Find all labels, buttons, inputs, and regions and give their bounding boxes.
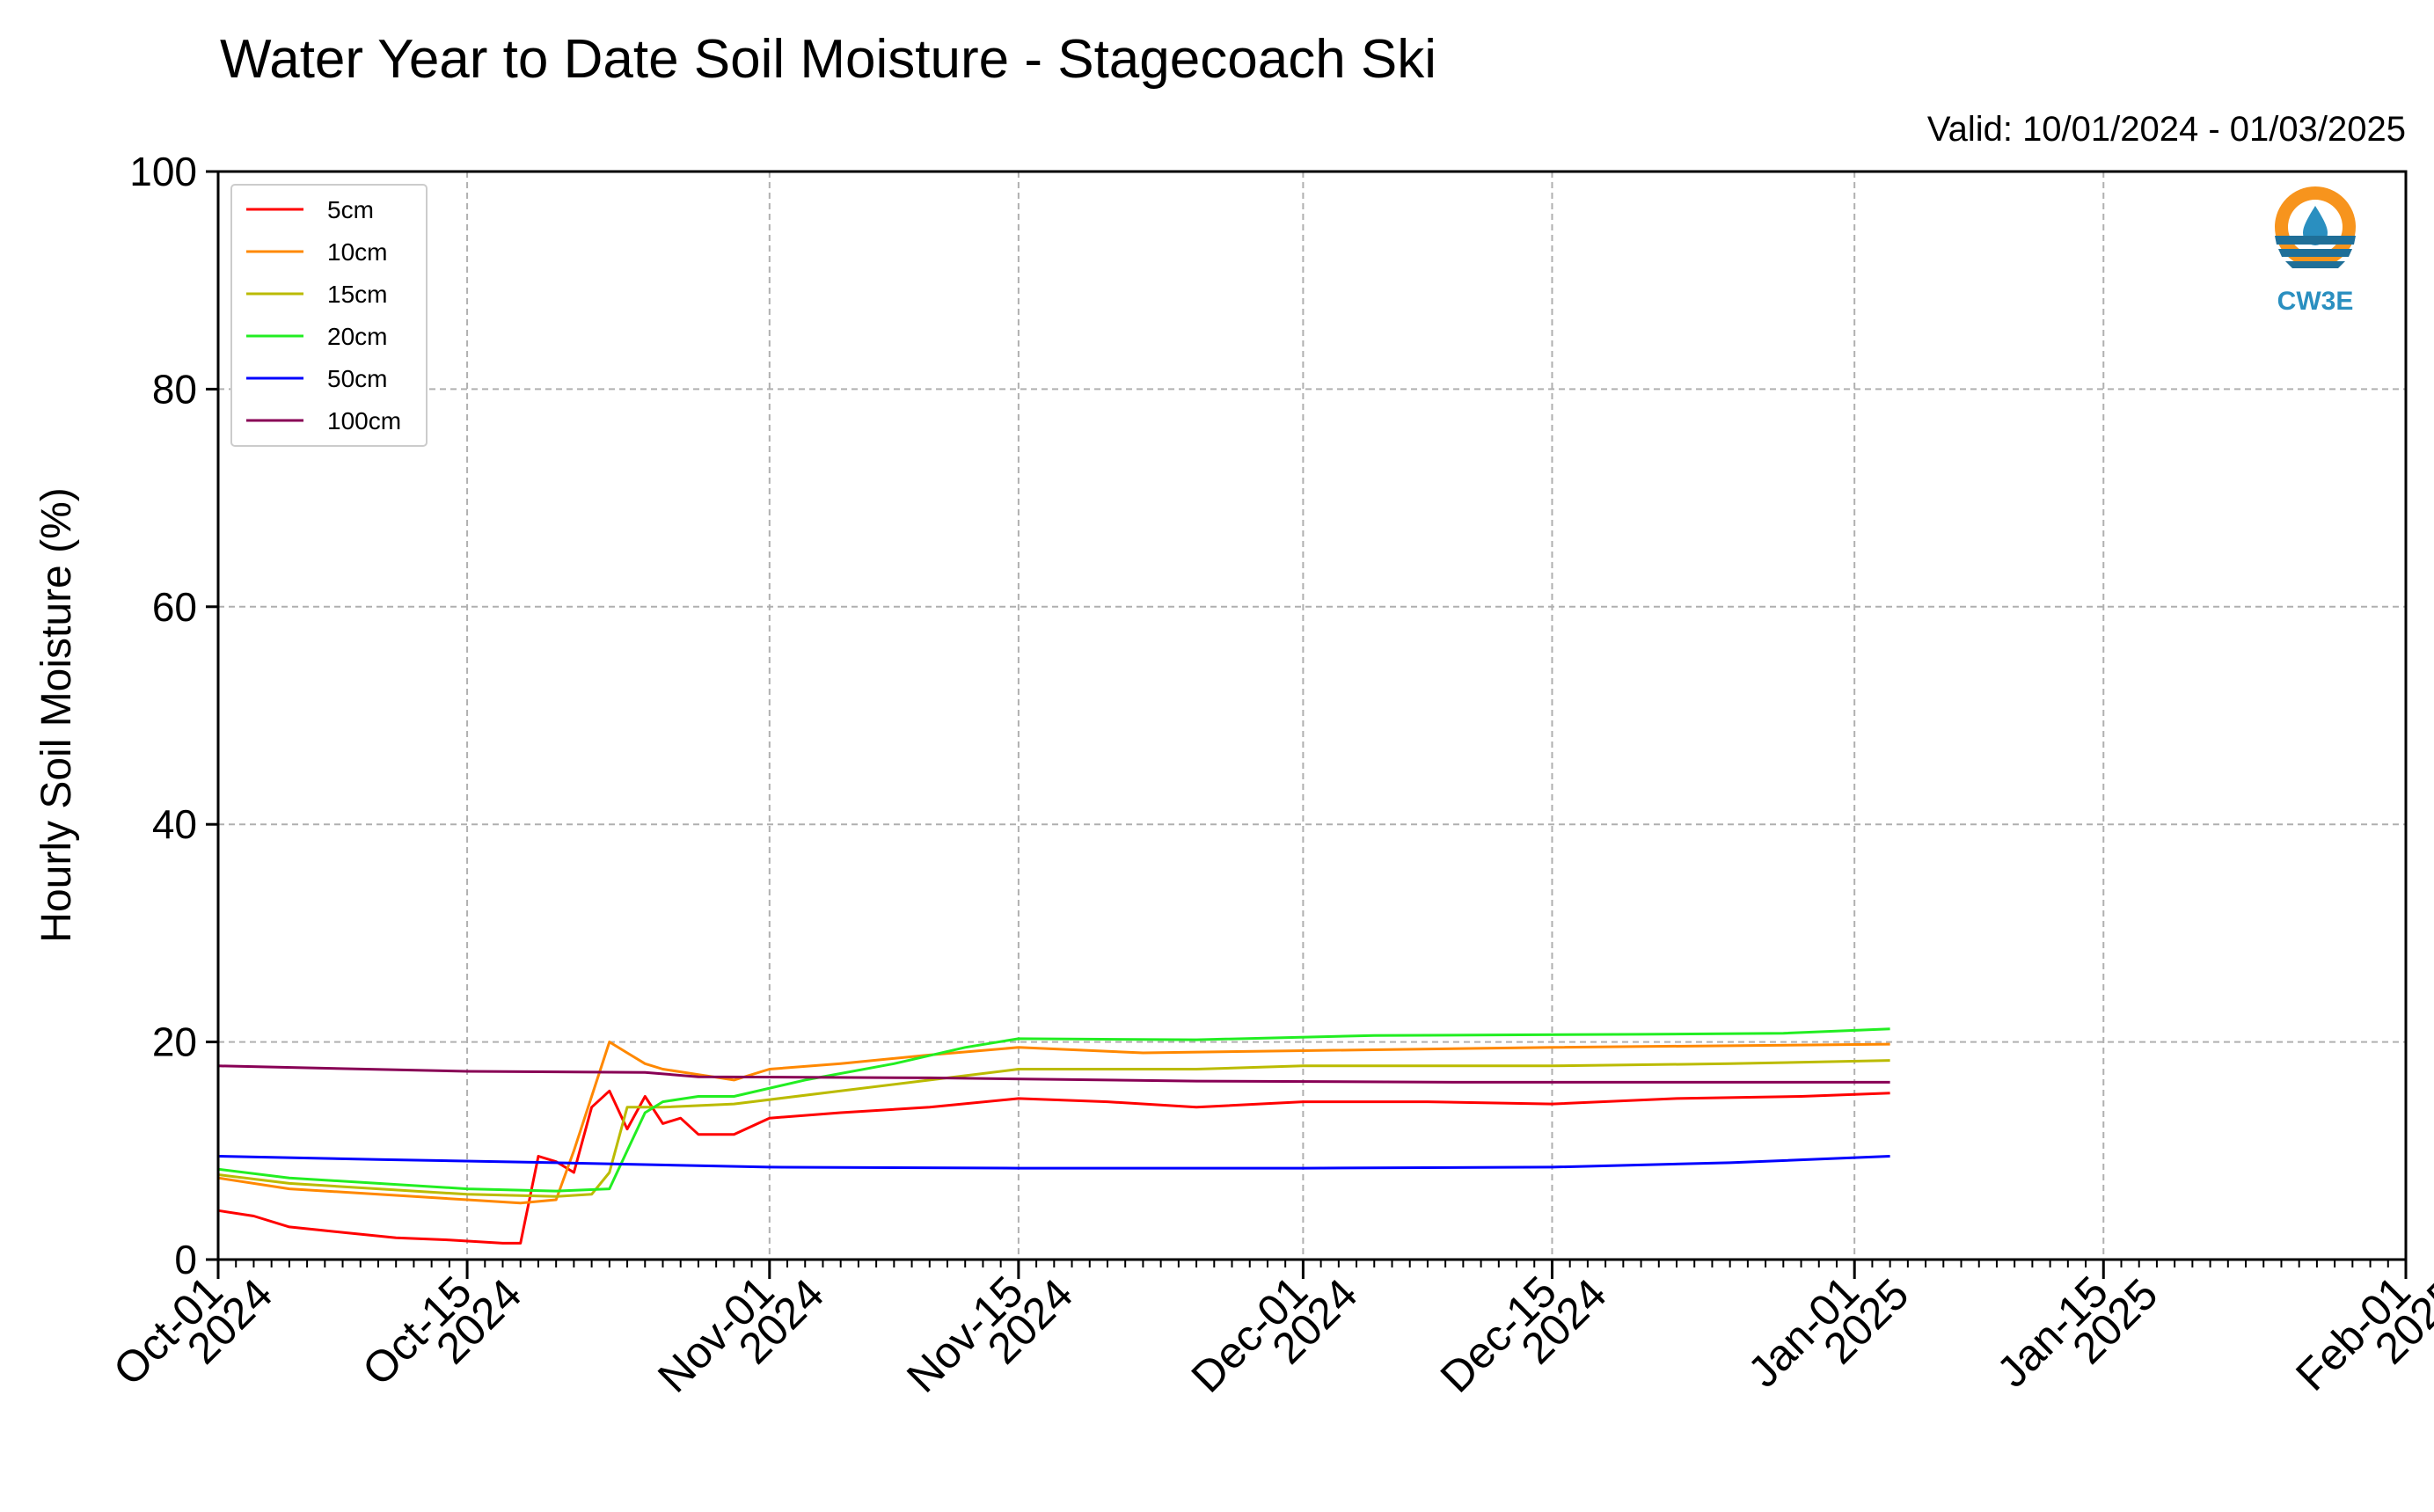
- chart-title: Water Year to Date Soil Moisture - Stage…: [220, 29, 1436, 90]
- series-lines: [217, 1027, 1890, 1245]
- series-line-10cm: [217, 1041, 1890, 1205]
- logo-wave-1: [2275, 236, 2356, 245]
- series-line-50cm: [217, 1155, 1890, 1170]
- logo-wave-2: [2278, 249, 2352, 257]
- logo-wave-3: [2285, 261, 2345, 268]
- legend-label: 20cm: [327, 323, 387, 350]
- series-line-100cm: [217, 1064, 1890, 1084]
- legend-label: 15cm: [327, 281, 387, 308]
- legend-label: 100cm: [327, 407, 401, 435]
- y-tick-label: 0: [174, 1237, 197, 1282]
- grid-lines: [218, 172, 2406, 1260]
- logo-text: CW3E: [2277, 287, 2354, 316]
- series-line-20cm: [217, 1027, 1890, 1193]
- plot-frame: [216, 170, 2408, 1261]
- legend-label: 10cm: [327, 238, 387, 266]
- legend-label: 50cm: [327, 365, 387, 392]
- y-tick-label: 20: [152, 1019, 197, 1065]
- chart-subtitle: Valid: 10/01/2024 - 01/03/2025: [1927, 110, 2406, 149]
- y-tick-label: 60: [152, 584, 197, 630]
- y-tick-label: 40: [152, 801, 197, 847]
- cw3e-logo: CW3E: [2275, 186, 2356, 316]
- legend-label: 5cm: [327, 196, 374, 223]
- y-tick-label: 100: [129, 149, 197, 194]
- droplet-icon: [2303, 206, 2328, 245]
- series-line-15cm: [217, 1059, 1890, 1198]
- legend: 5cm 10cm 15cm 20cm 50cm 100cm: [230, 184, 428, 447]
- series-line-5cm: [217, 1089, 1890, 1245]
- y-axis: 0 20 40 60 80 100: [129, 149, 218, 1282]
- y-axis-label: Hourly Soil Moisture (%): [33, 487, 80, 942]
- legend-frame: [230, 184, 428, 447]
- y-tick-label: 80: [152, 366, 197, 412]
